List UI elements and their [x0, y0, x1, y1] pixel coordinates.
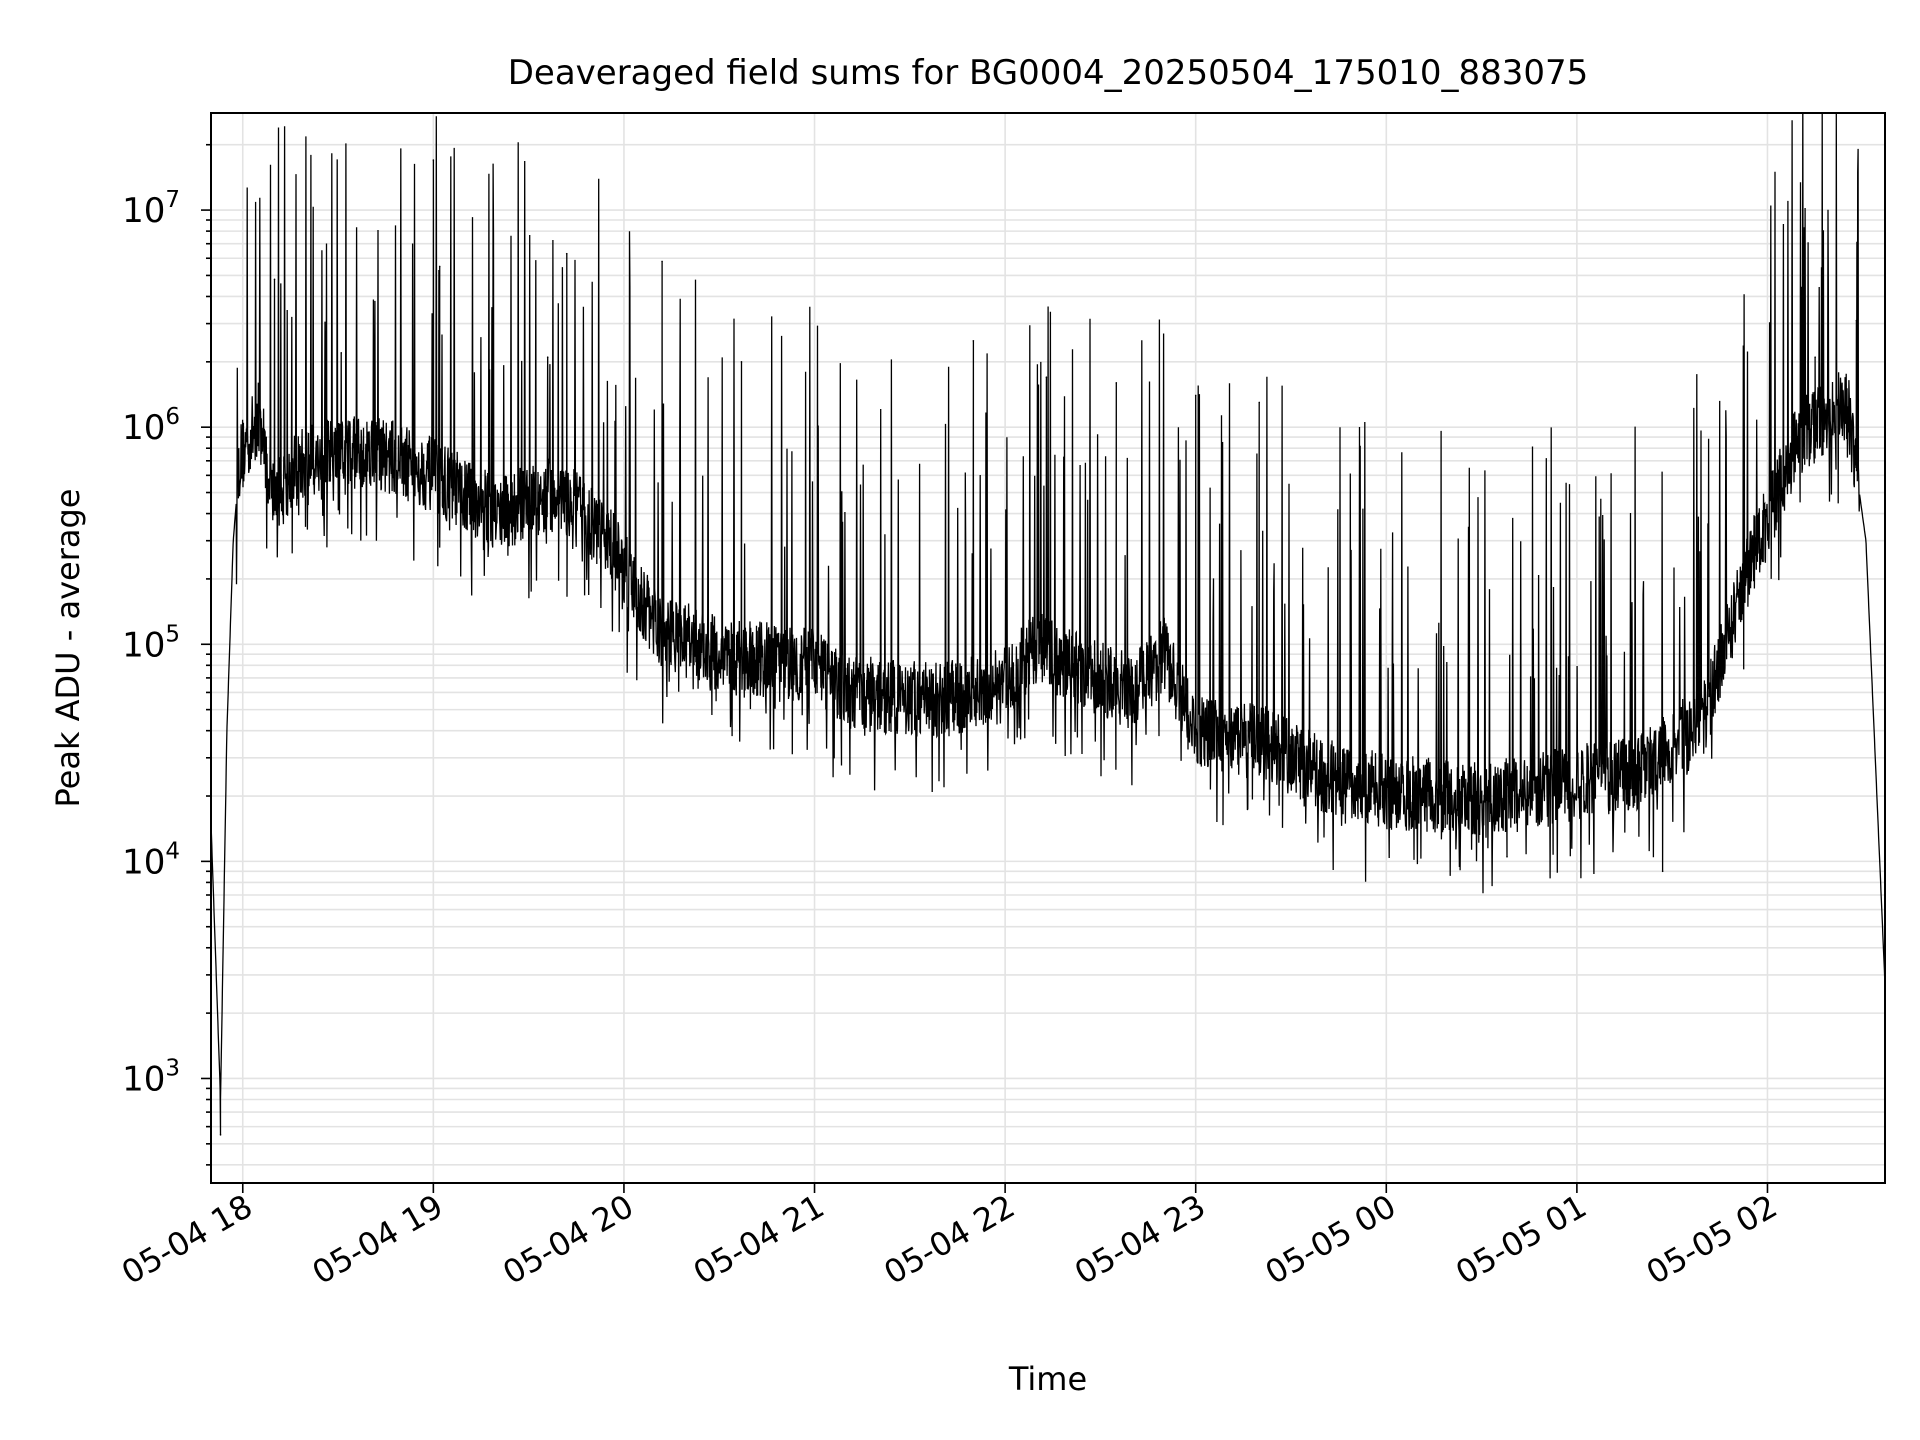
series-line-0 [211, 113, 1885, 1135]
spike-point [219, 1134, 222, 1136]
y-tick-label: 107 [122, 187, 180, 231]
plot-frame [210, 112, 1886, 1184]
spike-point [1661, 870, 1664, 873]
y-tick-label: 105 [122, 621, 180, 665]
spike-point [340, 352, 343, 354]
spike-point [740, 361, 743, 363]
x-axis-label: Time [1008, 1360, 1087, 1398]
spike-point [1855, 319, 1858, 322]
plot-series [211, 113, 1885, 1136]
spike-point [432, 159, 435, 161]
spike-point [438, 265, 441, 268]
spike-point [1506, 855, 1508, 858]
y-tick-label: 106 [122, 404, 180, 448]
y-tick-label: 103 [122, 1055, 180, 1099]
spike-point [546, 356, 549, 359]
spike-point [1194, 394, 1197, 397]
spike-point [972, 339, 975, 342]
y-tick-label: 104 [122, 838, 180, 882]
chart-title: Deaveraged field sums for BG0004_2025050… [508, 53, 1589, 93]
spike-point [661, 260, 663, 263]
spike-point [1115, 382, 1118, 384]
spike-point [565, 252, 568, 255]
y-axis-label: Peak ADU - average [49, 489, 87, 808]
spike-point [273, 278, 276, 281]
spike-point [1258, 401, 1261, 404]
spike-point [1045, 376, 1048, 378]
spike-point [1814, 356, 1816, 359]
y-axis: 103 104 105 106 107 [122, 143, 211, 1166]
